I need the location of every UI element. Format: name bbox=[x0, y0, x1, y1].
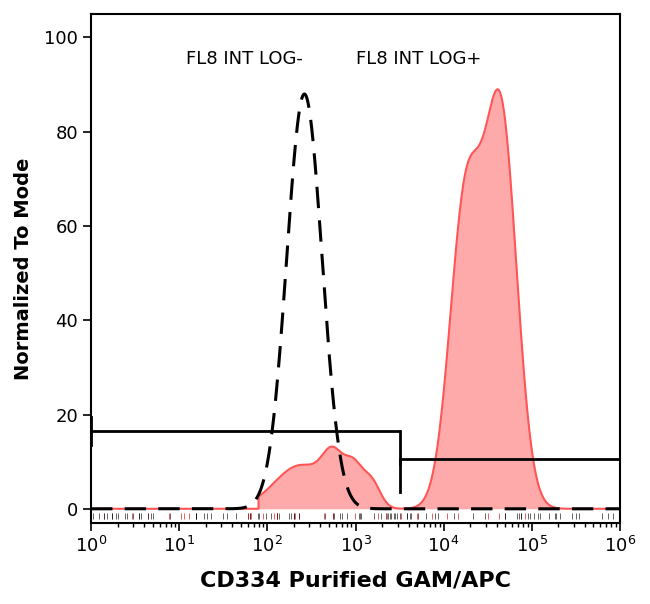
Text: FL8 INT LOG+: FL8 INT LOG+ bbox=[356, 50, 481, 68]
Y-axis label: Normalized To Mode: Normalized To Mode bbox=[14, 157, 33, 379]
X-axis label: CD334 Purified GAM/APC: CD334 Purified GAM/APC bbox=[200, 570, 511, 590]
Text: FL8 INT LOG-: FL8 INT LOG- bbox=[187, 50, 303, 68]
